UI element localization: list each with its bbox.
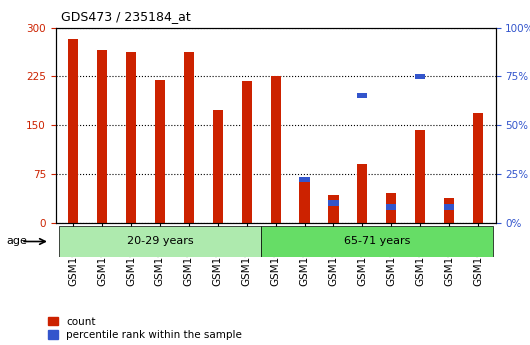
Bar: [213, 110, 223, 223]
Bar: [473, 114, 483, 223]
Bar: [329, 195, 339, 223]
Bar: [270, 76, 281, 223]
Bar: [242, 81, 252, 223]
Bar: [97, 50, 107, 223]
Text: age: age: [6, 237, 27, 246]
Bar: [357, 93, 367, 98]
Bar: [444, 198, 454, 223]
Bar: [299, 177, 310, 223]
Bar: [68, 39, 78, 223]
Bar: [213, 19, 223, 24]
Bar: [329, 200, 339, 206]
Bar: [473, 9, 483, 14]
Bar: [155, 80, 165, 223]
Bar: [242, 9, 252, 14]
Bar: [184, 52, 194, 223]
Bar: [299, 177, 310, 182]
Legend: count, percentile rank within the sample: count, percentile rank within the sample: [48, 317, 242, 340]
Bar: [357, 164, 367, 223]
Bar: [415, 130, 426, 223]
Text: GDS473 / 235184_at: GDS473 / 235184_at: [61, 10, 191, 23]
Bar: [415, 74, 426, 79]
Text: 65-71 years: 65-71 years: [344, 237, 410, 246]
Text: 20-29 years: 20-29 years: [127, 237, 193, 246]
Bar: [386, 193, 396, 223]
Bar: [386, 204, 396, 209]
Bar: [126, 52, 136, 223]
Bar: [444, 204, 454, 209]
Bar: [261, 226, 493, 257]
Bar: [58, 226, 261, 257]
